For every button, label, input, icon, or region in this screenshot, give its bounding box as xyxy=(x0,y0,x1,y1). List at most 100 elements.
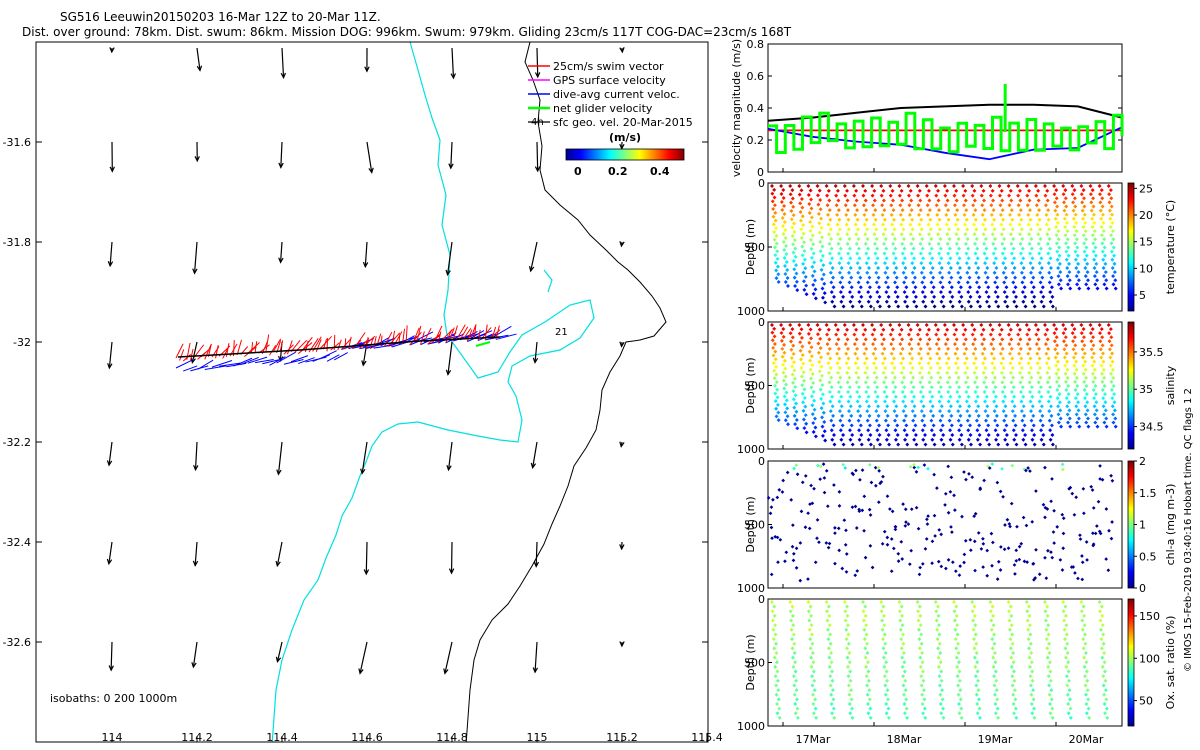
oxygen-sample xyxy=(1065,692,1070,697)
oxygen-sample xyxy=(1012,669,1016,674)
temperature-sample xyxy=(1048,246,1053,251)
map-x-tick-label: 114.8 xyxy=(436,731,468,744)
chla-sample xyxy=(799,509,804,514)
oxygen-sample xyxy=(972,646,977,651)
temperature-sample xyxy=(1083,220,1088,225)
salinity-sample xyxy=(816,350,821,355)
chla-sample xyxy=(1080,577,1085,582)
chla-sample xyxy=(1082,511,1086,516)
surface-velocity-arrowhead xyxy=(191,662,197,669)
temperature-sample xyxy=(1027,208,1032,213)
oxygen-sample xyxy=(868,706,873,711)
colorbar-tick-label: 50 xyxy=(1139,695,1153,708)
surface-velocity-arrowhead xyxy=(109,166,115,173)
oxygen-sample xyxy=(993,660,998,665)
temperature-sample xyxy=(1038,270,1043,275)
oxygen-sample xyxy=(792,651,797,655)
temperature-sample xyxy=(1091,241,1096,246)
oxygen-sample xyxy=(991,664,996,669)
chla-sample xyxy=(1104,557,1108,561)
surface-velocity-arrow xyxy=(530,241,538,272)
isobath-note: isobaths: 0 200 1000m xyxy=(50,692,177,705)
dive-avg-current-vector xyxy=(445,333,465,344)
surface-velocity-arrowhead xyxy=(528,265,535,273)
chla-sample xyxy=(912,462,916,467)
dive-avg-current-vector xyxy=(219,362,241,367)
surface-velocity-arrow xyxy=(108,441,113,466)
oxygen-sample xyxy=(881,646,886,651)
swim-vector xyxy=(466,329,473,342)
oxygen-sample xyxy=(770,618,775,623)
oxygen-sample xyxy=(992,674,997,679)
chla-sample xyxy=(1034,548,1038,552)
temperature-sample xyxy=(1063,196,1068,201)
oxygen-sample xyxy=(992,651,997,655)
temperature-sample xyxy=(952,184,956,188)
temperature-sample xyxy=(1043,184,1047,188)
temperature-sample xyxy=(1035,222,1040,227)
chla-sample xyxy=(936,559,941,564)
oxygen-sample xyxy=(992,692,997,697)
oxygen-sample xyxy=(809,664,814,669)
dive-avg-current-vector xyxy=(495,333,517,340)
temperature-sample xyxy=(845,188,850,193)
dive-avg-current-vector xyxy=(438,332,457,344)
oxygen-sample xyxy=(790,646,795,651)
oxygen-sample xyxy=(1029,692,1034,697)
oxygen-sample xyxy=(825,618,830,623)
chla-sample xyxy=(789,498,794,502)
chla-sample xyxy=(868,462,872,467)
temperature-sample xyxy=(884,246,889,251)
oxygen-sample xyxy=(995,706,1000,711)
chla-sample xyxy=(924,537,929,541)
temperature-sample xyxy=(899,222,904,227)
time-tick-label: 19Mar xyxy=(978,733,1013,746)
chla-sample xyxy=(868,513,873,517)
swim-vector xyxy=(344,338,347,350)
chla-sample xyxy=(981,565,985,569)
oxygen-sample xyxy=(792,683,797,688)
temperature-sample xyxy=(865,237,870,242)
oxygen-sample xyxy=(1012,711,1017,716)
oxygen-sample xyxy=(958,697,963,702)
oxygen-sample xyxy=(843,609,848,614)
oxygen-sample xyxy=(1048,711,1053,716)
chla-sample xyxy=(862,528,866,533)
swim-vector xyxy=(215,345,219,359)
temperature-sample xyxy=(835,222,840,227)
chla-sample xyxy=(896,559,901,563)
surface-velocity-arrow xyxy=(194,541,198,566)
oxygen-sample xyxy=(1047,692,1052,697)
profile-ylabel-oxygen: Depth (m) xyxy=(744,634,757,690)
chla-sample xyxy=(841,462,846,467)
surface-velocity-arrow xyxy=(276,541,283,566)
swim-vector xyxy=(272,338,282,353)
temperature-sample xyxy=(994,299,999,304)
surface-velocity-arrowhead xyxy=(364,66,370,73)
oxygen-sample xyxy=(989,627,994,632)
chla-sample xyxy=(889,537,894,541)
salinity-sample xyxy=(894,404,899,409)
chla-sample xyxy=(853,504,858,509)
chla-sample xyxy=(798,541,803,545)
chla-sample xyxy=(806,511,810,516)
temperature-sample xyxy=(827,198,832,203)
temperature-sample xyxy=(838,246,843,251)
temperature-sample xyxy=(1110,229,1115,234)
surface-velocity-arrow xyxy=(536,141,539,172)
salinity-sample xyxy=(954,327,959,332)
chla-sample xyxy=(844,570,849,574)
temperature-sample xyxy=(1106,184,1111,188)
salinity-sample xyxy=(939,404,944,409)
oxygen-sample xyxy=(991,613,996,618)
salinity-sample xyxy=(1075,420,1080,425)
colorbar-temperature xyxy=(1127,182,1135,312)
surface-velocity-arrow xyxy=(446,241,453,275)
salinity-sample xyxy=(783,402,787,407)
oxygen-sample xyxy=(1027,623,1032,628)
temperature-sample xyxy=(990,222,995,227)
oxygen-sample xyxy=(1007,618,1012,623)
oxygen-sample xyxy=(990,646,995,651)
temperature-sample xyxy=(1072,225,1077,229)
oxygen-sample xyxy=(956,641,961,646)
